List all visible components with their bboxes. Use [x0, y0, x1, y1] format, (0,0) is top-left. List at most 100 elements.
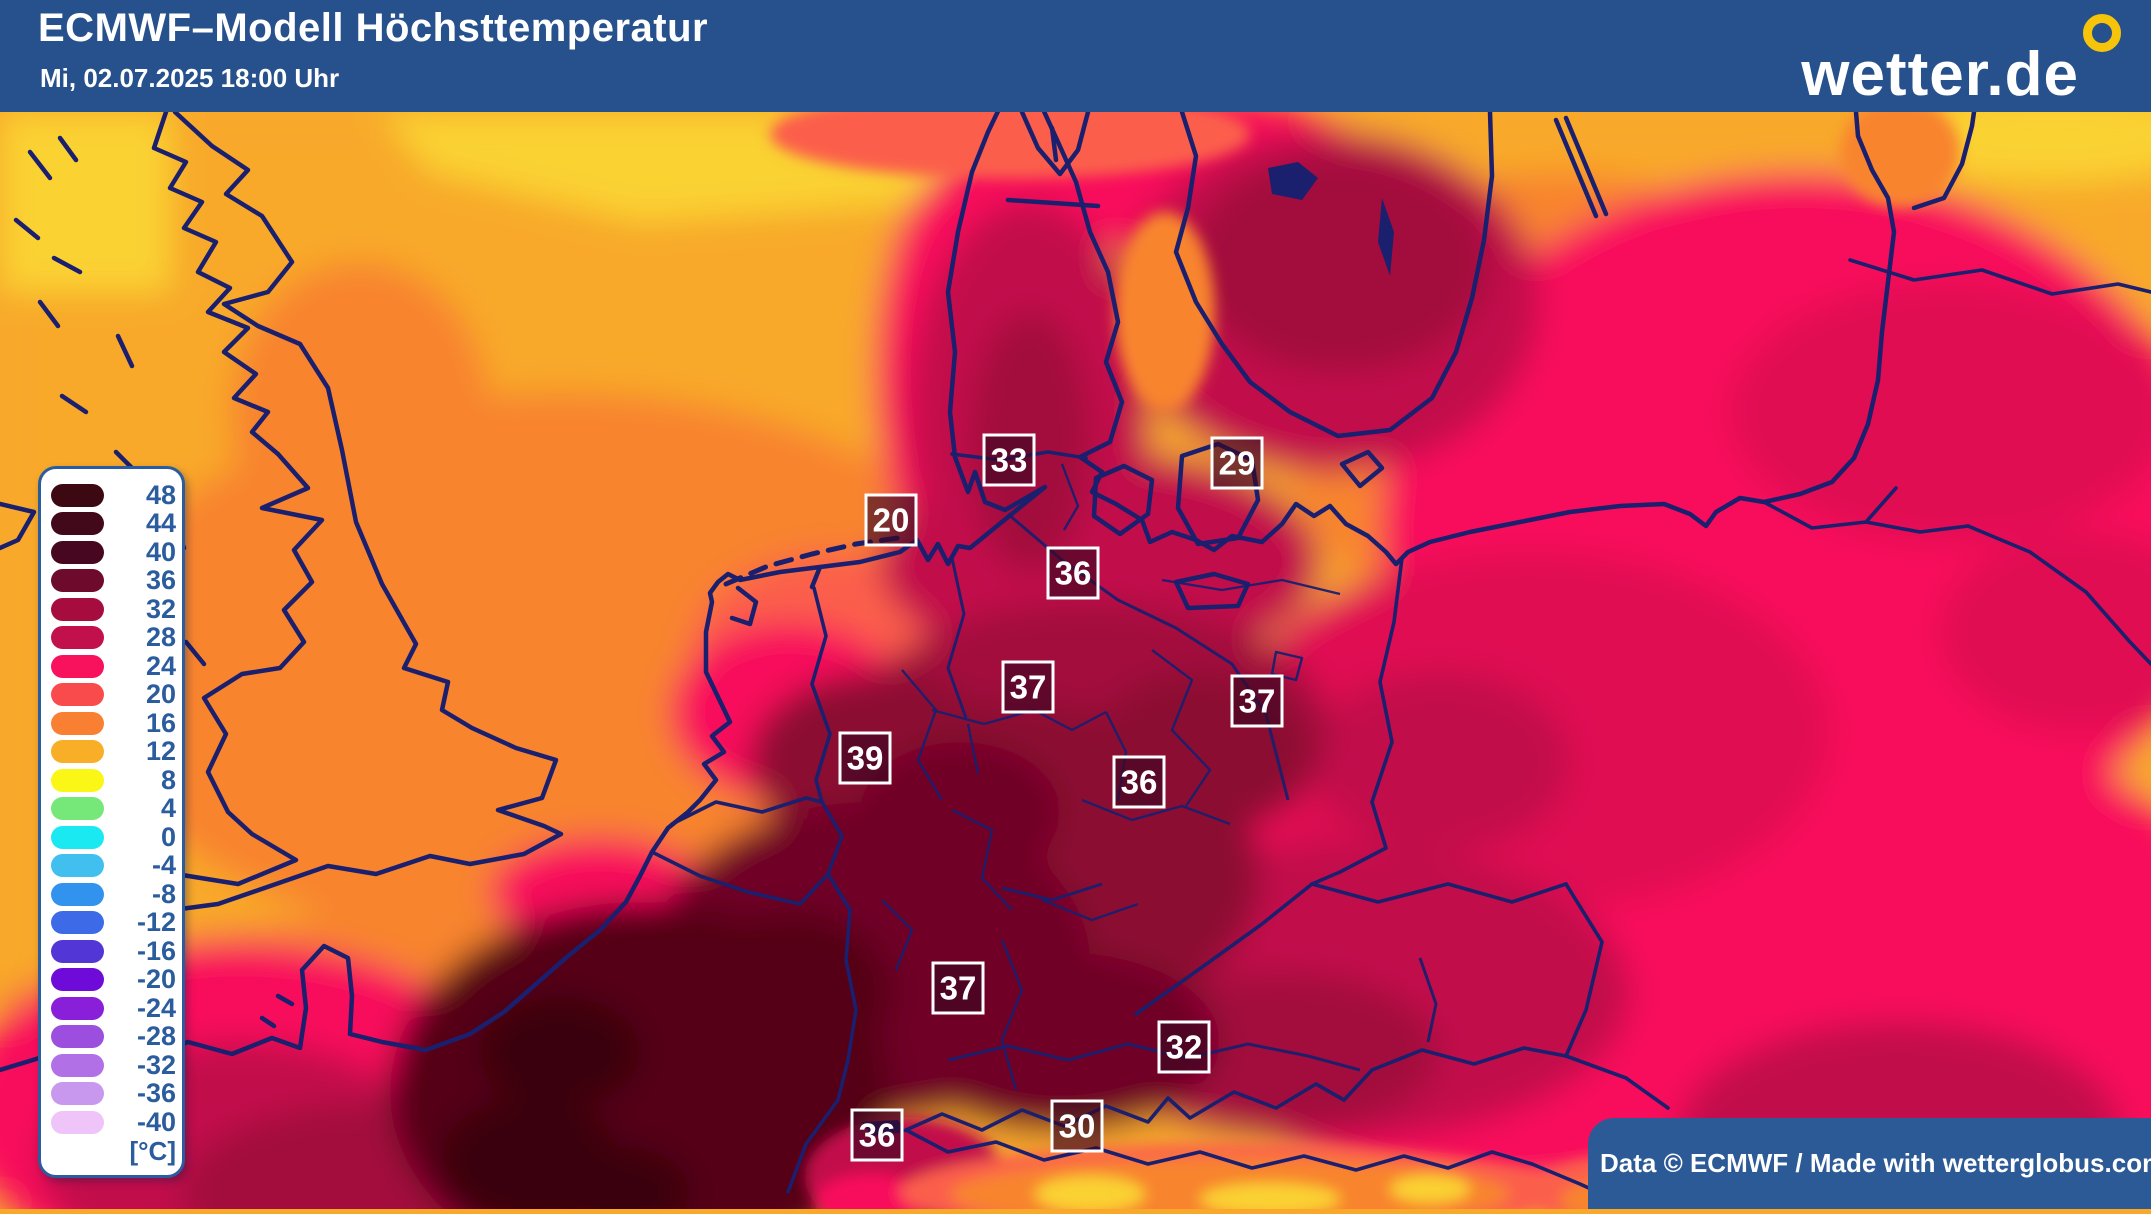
- legend-color-swatch: [51, 626, 104, 650]
- temp-label-value: 37: [1238, 682, 1276, 719]
- legend-color-swatch: [51, 654, 104, 678]
- temp-label-value: 32: [1165, 1028, 1203, 1065]
- legend-color-swatch: [51, 911, 104, 935]
- legend-value: -8: [151, 878, 176, 909]
- jutland-west-coast: [945, 104, 1003, 460]
- temp-label: 37: [1230, 674, 1284, 728]
- legend-value: 4: [160, 793, 176, 824]
- legend-value: 16: [145, 707, 176, 738]
- legend-value: -32: [136, 1049, 176, 1080]
- page-title: ECMWF–Modell Höchsttemperatur: [38, 6, 709, 50]
- legend-row: 36: [41, 567, 182, 596]
- legend-row: -36: [41, 1080, 182, 1109]
- legend-row: -32: [41, 1051, 182, 1080]
- weser-river: [946, 557, 968, 719]
- ijsselmeer-outline: [729, 585, 759, 627]
- legend-color-swatch: [51, 797, 104, 821]
- temp-label-value: 30: [1058, 1107, 1096, 1144]
- legend-value: 32: [145, 593, 176, 624]
- legend-value: 20: [145, 679, 176, 710]
- legend-color-swatch: [51, 569, 104, 593]
- legend-row: -16: [41, 937, 182, 966]
- channel-islands: [259, 993, 295, 1029]
- legend-row: -28: [41, 1023, 182, 1052]
- header-bar: ECMWF–Modell Höchsttemperatur Mi, 02.07.…: [0, 0, 2151, 112]
- legend-unit-label: [°C]: [129, 1136, 177, 1166]
- bornholm-island: [1339, 449, 1385, 489]
- legend-color-swatch: [51, 597, 104, 621]
- legend-value: -40: [136, 1106, 176, 1137]
- lolland-island: [1173, 571, 1251, 611]
- temp-label-value: 20: [872, 501, 910, 538]
- france-benelux-coastline: [0, 454, 1048, 1073]
- legend-color-swatch: [51, 711, 104, 735]
- legend-color-swatch: [51, 968, 104, 992]
- legend-color-swatch: [51, 683, 104, 707]
- legend-row: -8: [41, 880, 182, 909]
- legend-value: 36: [145, 565, 176, 596]
- legend-row: 32: [41, 595, 182, 624]
- temp-label: 36: [1046, 546, 1100, 600]
- oland-island: [1553, 115, 1609, 219]
- temperature-field: [0, 92, 2151, 1214]
- legend-row: -24: [41, 994, 182, 1023]
- temp-label: 30: [1050, 1099, 1104, 1153]
- norway-south-tip: [1019, 109, 1091, 177]
- temp-label-value: 37: [1009, 668, 1047, 705]
- legend-row: 8: [41, 766, 182, 795]
- legend-row: 16: [41, 709, 182, 738]
- legend-row: 0: [41, 823, 182, 852]
- legend-value: -4: [151, 850, 176, 881]
- legend-row: 24: [41, 652, 182, 681]
- legend-color-swatch: [51, 939, 104, 963]
- temp-label: 39: [838, 731, 892, 785]
- temp-label: 37: [1001, 660, 1055, 714]
- legend-color-swatch: [51, 512, 104, 536]
- vltava-river: [1418, 957, 1438, 1043]
- temp-label: 37: [931, 961, 985, 1015]
- legend-color-swatch: [51, 1110, 104, 1134]
- legend-value: -20: [136, 964, 176, 995]
- legend-color-swatch: [51, 825, 104, 849]
- legend-color-swatch: [51, 996, 104, 1020]
- legend-value: 28: [145, 622, 176, 653]
- legend-value: -24: [136, 992, 176, 1023]
- temp-label: 20: [864, 493, 918, 547]
- lake-vattern: [1378, 198, 1394, 276]
- legend-color-swatch: [51, 1025, 104, 1049]
- legend-color-swatch: [51, 854, 104, 878]
- legend-row: -40: [41, 1108, 182, 1137]
- temperature-legend: 48 44 40 36 32 28: [38, 466, 185, 1178]
- legend-value: -12: [136, 907, 176, 938]
- attribution-text: Data © ECMWF / Made with wetterglobus.co…: [1600, 1148, 2151, 1178]
- riga-gulf-coast: [1911, 109, 1977, 211]
- attribution-panel: Data © ECMWF / Made with wetterglobus.co…: [1588, 1118, 2151, 1209]
- legend-color-swatch: [51, 768, 104, 792]
- ireland-coast-stub: [0, 501, 37, 551]
- temperature-map: [0, 89, 2151, 1214]
- legend-value: 24: [145, 650, 176, 681]
- legend-value: -28: [136, 1021, 176, 1052]
- legend-rows: 48 44 40 36 32 28: [41, 481, 182, 1137]
- legend-row: 4: [41, 795, 182, 824]
- temp-label-value: 39: [846, 739, 884, 776]
- temp-label: 36: [1112, 755, 1166, 809]
- legend-row: 44: [41, 510, 182, 539]
- legend-value: 48: [145, 479, 176, 510]
- jutland-east-coast: [1039, 104, 1897, 567]
- legend-row: -4: [41, 852, 182, 881]
- legend-color-swatch: [51, 1053, 104, 1077]
- temp-label-value: 36: [1120, 763, 1158, 800]
- temp-label-value: 36: [1054, 554, 1092, 591]
- legend-color-swatch: [51, 882, 104, 906]
- legend-color-swatch: [51, 740, 104, 764]
- temp-label: 33: [982, 433, 1036, 487]
- legend-row: 20: [41, 681, 182, 710]
- temp-label: 29: [1210, 436, 1264, 490]
- temp-label-value: 37: [939, 969, 977, 1006]
- legend-value: 12: [145, 736, 176, 767]
- limfjord: [1005, 197, 1101, 209]
- temp-label: 36: [850, 1108, 904, 1162]
- legend-row: -12: [41, 909, 182, 938]
- sweden-coastline: [1173, 109, 1495, 439]
